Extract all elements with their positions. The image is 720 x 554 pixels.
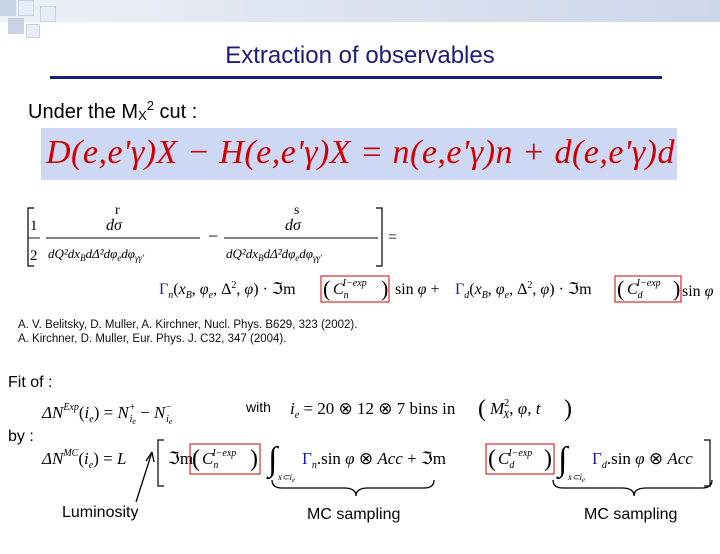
svg-text:sin φ +: sin φ + bbox=[395, 281, 440, 298]
references: A. V. Belitsky, D. Muller, A. Kirchner, … bbox=[18, 318, 357, 346]
svg-text:CdI−exp: CdI−exp bbox=[498, 448, 532, 471]
svg-text:M2X, φ, t: M2 X, φ, t bbox=[489, 398, 542, 421]
mc-sampling-label-1: MC sampling bbox=[307, 506, 401, 523]
reference-item: A. V. Belitsky, D. Muller, A. Kirchner, … bbox=[18, 319, 358, 331]
brace-left bbox=[271, 479, 435, 497]
svg-text:ie = 20 ⊗ 12 ⊗ 7 bins in: ie = 20 ⊗ 12 ⊗ 7 bins in bbox=[290, 399, 456, 421]
svg-text:Γn(xB, φe, Δ2, φ) · ℑm: Γn(xB, φe, Δ2, φ) · ℑm bbox=[159, 280, 296, 301]
title-underline bbox=[50, 76, 662, 79]
cut-label-sub: X bbox=[138, 108, 147, 123]
svg-text:Γn.sin φ ⊗ Acc + ℑm: Γn.sin φ ⊗ Acc + ℑm bbox=[302, 449, 446, 471]
asymmetry-rhs-sin: sin φ bbox=[682, 283, 714, 300]
mc-equation: ΔNMC(ie) = L ℑm ( CnI−exp ) ∫ x⊂ie Γn.si… bbox=[41, 439, 711, 487]
luminosity-label: Luminosity bbox=[62, 504, 139, 521]
decor-square bbox=[8, 18, 24, 34]
main-equation-box bbox=[41, 128, 677, 180]
svg-text:(: ( bbox=[323, 276, 330, 301]
fit-equation: ΔNExp(ie) = N+ ie − N− ie bbox=[41, 402, 173, 426]
bins-equation: ie = 20 ⊗ 12 ⊗ 7 bins in ( M2 X, φ, t ) bbox=[290, 396, 572, 422]
svg-text:(: ( bbox=[488, 446, 496, 472]
arrow-s: s bbox=[294, 203, 299, 218]
fit-of-label: Fit of : bbox=[8, 374, 53, 391]
svg-text:(: ( bbox=[192, 446, 200, 472]
svg-text:Γd.sin φ ⊗ Acc: Γd.sin φ ⊗ Acc bbox=[592, 449, 693, 471]
svg-text:): ) bbox=[673, 276, 680, 301]
by-label: by : bbox=[8, 428, 34, 445]
cut-label: Under the MX2 cut : bbox=[28, 98, 197, 124]
svg-text:ΔNExp(ie) = N+ie − N−ie: ΔNExp(ie) = N+ ie − N− ie bbox=[41, 402, 173, 426]
svg-text:CnI−exp: CnI−exp bbox=[333, 278, 367, 301]
with-label: with bbox=[246, 399, 271, 415]
arrow-r: r bbox=[115, 203, 120, 218]
frac1-den: dQ²dxBdΔ²dφedφγγ' bbox=[48, 246, 145, 263]
mc-sampling-label-2: MC sampling bbox=[584, 506, 678, 523]
annotation-lines bbox=[135, 451, 713, 503]
brace-right bbox=[552, 479, 713, 497]
svg-text:Γd(xB, φe, Δ2, φ) · ℑm: Γd(xB, φe, Δ2, φ) · ℑm bbox=[455, 280, 592, 301]
svg-text:): ) bbox=[250, 446, 258, 472]
decor-square bbox=[26, 24, 40, 38]
minus-sign: − bbox=[208, 226, 218, 246]
svg-text:): ) bbox=[544, 446, 552, 472]
header-band bbox=[0, 0, 720, 22]
cut-label-text: Under the M bbox=[28, 101, 139, 123]
frac2-den: dQ²dxBdΔ²dφedφγγ' bbox=[226, 246, 323, 263]
svg-text:CnI−exp: CnI−exp bbox=[202, 448, 236, 471]
svg-text:): ) bbox=[381, 276, 388, 301]
luminosity-arrow bbox=[135, 451, 153, 503]
frac2-num: dσ bbox=[285, 217, 302, 234]
svg-text:∫: ∫ bbox=[556, 441, 570, 480]
slide-title: Extraction of observables bbox=[225, 42, 495, 69]
decor-square bbox=[18, 0, 34, 16]
decor-square bbox=[0, 0, 16, 16]
svg-text:x⊂ie: x⊂ie bbox=[567, 472, 585, 484]
equals-sign: = bbox=[388, 229, 397, 246]
svg-text:ℑm: ℑm bbox=[168, 449, 193, 468]
svg-text:ΔNMC(ie) = L: ΔNMC(ie) = L bbox=[41, 448, 126, 471]
svg-text:x⊂ie: x⊂ie bbox=[277, 472, 295, 484]
svg-text:): ) bbox=[564, 396, 572, 422]
svg-text:∫: ∫ bbox=[266, 441, 280, 480]
cut-label-sup: 2 bbox=[146, 98, 154, 113]
svg-text:CdI−exp: CdI−exp bbox=[627, 278, 661, 301]
reference-item: A. Kirchner, D. Muller, Eur. Phys. J. C3… bbox=[18, 333, 287, 345]
frac1-num: dσ bbox=[106, 217, 123, 234]
svg-text:(: ( bbox=[617, 276, 624, 301]
decor-square bbox=[40, 6, 56, 22]
cross-section-difference-equation: 1 2 r dσ dQ²dxBdΔ²dφedφγγ' − s dσ dQ²dxB… bbox=[27, 203, 397, 267]
svg-text:(: ( bbox=[478, 396, 486, 422]
main-equation: D(e,e'γ)X − H(e,e'γ)X = n(e,e'γ)n + d(e,… bbox=[46, 134, 675, 171]
cut-label-suffix: cut : bbox=[153, 101, 198, 123]
half-den: 2 bbox=[30, 248, 38, 264]
asymmetry-rhs-equation: Γn(xB, φe, Δ2, φ) · ℑm ( CnI−exp ) sin φ… bbox=[159, 275, 682, 303]
half-num: 1 bbox=[30, 218, 38, 234]
